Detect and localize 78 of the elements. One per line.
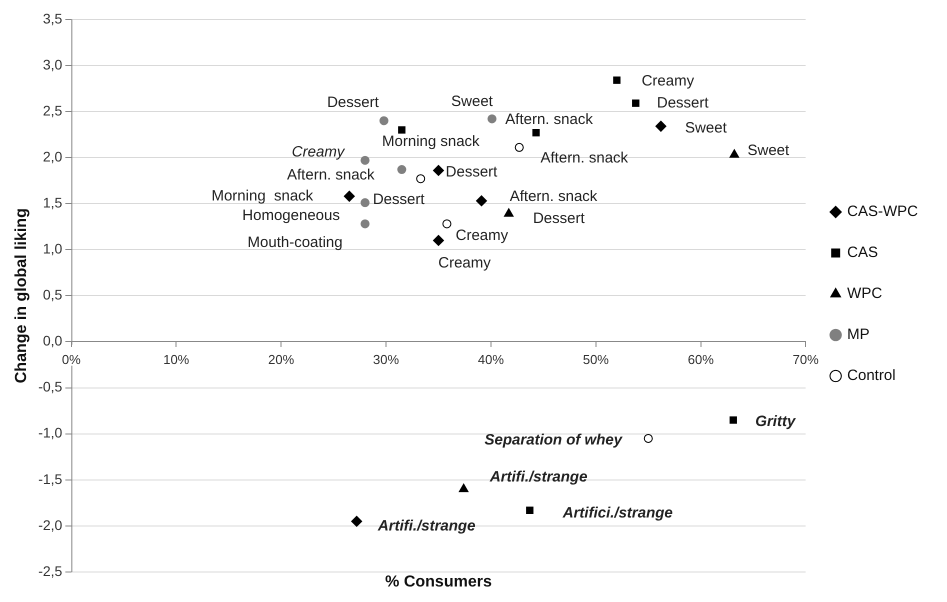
annotation: Separation of whey <box>484 432 623 449</box>
annotation: Homogeneous <box>242 206 340 224</box>
y-tick-label: 0,5 <box>42 286 63 303</box>
annotation: Aftern. snack <box>287 166 376 184</box>
point <box>476 195 488 206</box>
annotation: Gritty <box>755 413 796 430</box>
legend-label: WPC <box>847 285 882 302</box>
annotation: Aftern. snack <box>510 188 598 205</box>
annotation: Dessert <box>327 94 380 111</box>
annotation: Creamy <box>642 72 695 90</box>
point <box>360 156 370 165</box>
annotation: Creamy <box>456 227 509 244</box>
legend-label: Control <box>847 367 896 384</box>
annotation: Morning snack <box>211 187 314 204</box>
point <box>730 149 740 158</box>
annotation: Creamy <box>438 254 492 272</box>
point <box>379 116 388 126</box>
point <box>432 164 444 176</box>
annotation: Sweet <box>747 142 790 159</box>
point <box>360 198 370 208</box>
point <box>613 76 621 84</box>
annotation: Dessert <box>656 94 710 112</box>
point <box>397 165 406 174</box>
y-tick-label: -0,5 <box>38 378 63 395</box>
point <box>344 190 355 202</box>
point <box>488 114 496 124</box>
x-tick-label: 20% <box>268 352 295 368</box>
point <box>504 208 514 217</box>
y-tick-label: 1,5 <box>42 194 63 210</box>
annotation: Artifi./strange <box>488 468 588 486</box>
point <box>458 484 469 492</box>
annotation: Dessert <box>446 164 498 181</box>
point <box>442 219 452 228</box>
annotation: Aftern. snack <box>540 150 629 167</box>
point <box>398 126 406 134</box>
y-axis-title: Change in global liking <box>13 208 30 384</box>
x-tick-label: 10% <box>163 352 190 368</box>
annotation: Artifici./strange <box>562 504 673 522</box>
y-tick-label: 2,0 <box>42 148 63 164</box>
x-tick-label: 50% <box>582 352 610 368</box>
annotation: Aftern. snack <box>505 110 594 128</box>
x-tick-label: 40% <box>478 352 504 368</box>
annotation: Morning snack <box>382 133 480 150</box>
y-tick-label: -1,5 <box>38 470 63 487</box>
y-tick-label: 0,0 <box>42 332 63 349</box>
legend-label: CAS <box>847 244 878 262</box>
point <box>432 234 444 246</box>
x-tick-label: 30% <box>373 352 400 368</box>
y-tick-label: 3,5 <box>42 10 63 26</box>
x-tick-label: 0% <box>62 352 82 368</box>
y-tick-label: -2,0 <box>38 516 63 533</box>
annotation: Creamy <box>292 143 346 160</box>
point <box>632 100 640 107</box>
point <box>416 174 426 184</box>
point <box>532 129 540 136</box>
annotation: Dessert <box>372 190 426 208</box>
annotation: Sweet <box>451 93 494 110</box>
annotation: Mouth-coating <box>248 234 343 252</box>
annotation: Dessert <box>532 210 586 227</box>
y-tick-label: -2,5 <box>38 562 63 579</box>
point <box>514 142 524 152</box>
x-tick-label: 70% <box>792 352 820 368</box>
x-axis-title: % Consumers <box>385 573 492 590</box>
point <box>351 516 362 527</box>
y-tick-label: 2,5 <box>42 102 63 118</box>
point <box>526 506 534 514</box>
legend-label: CAS-WPC <box>847 203 918 220</box>
point <box>730 416 737 424</box>
point <box>644 434 653 443</box>
x-tick-label: 60% <box>688 352 714 368</box>
y-tick-label: 3,0 <box>42 56 63 72</box>
annotation: Artifi./strange <box>376 517 476 534</box>
annotation: Sweet <box>685 119 728 136</box>
y-tick-label: -1,0 <box>38 424 63 441</box>
legend-label: MP <box>847 326 870 344</box>
y-tick-label: 1,0 <box>42 240 63 257</box>
point <box>655 120 666 132</box>
point <box>360 219 370 228</box>
